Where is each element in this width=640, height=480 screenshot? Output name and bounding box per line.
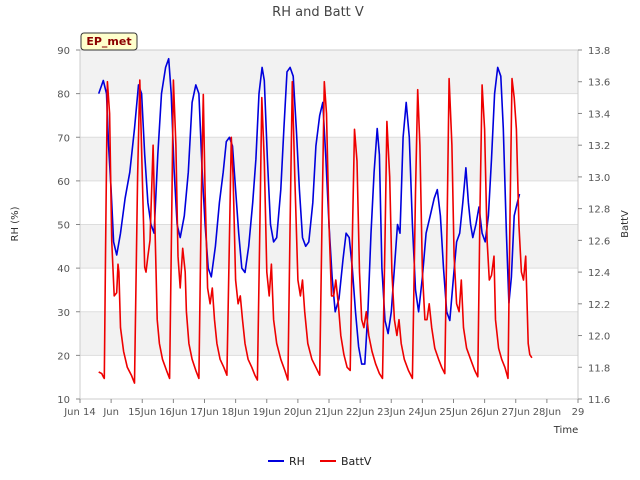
legend: RH BattV: [268, 455, 372, 468]
x-axis-ticks: Jun 14 Jun 15Jun 16Jun 17Jun 18Jun 19Jun 20Jun 2…: [63, 399, 584, 418]
x-axis-label: Time: [553, 425, 578, 436]
series-lines: [97, 57, 533, 384]
x-tick-label: 26Jun: [470, 407, 498, 418]
y2-tick-label: 13.0: [588, 173, 610, 184]
x-tick-label: 16Jun: [159, 407, 187, 418]
x-tick-label: 22Jun: [346, 407, 374, 418]
chart-title: RH and Batt V: [272, 5, 364, 20]
y2-tick-label: 11.6: [588, 395, 610, 406]
y2-tick-label: 12.2: [588, 300, 610, 311]
y2-tick-label: 13.8: [588, 46, 610, 57]
y-tick-label: 80: [57, 90, 70, 101]
y2-tick-label: 12.4: [588, 268, 610, 279]
y-axis-label: RH (%): [10, 206, 21, 241]
x-tick-label: 17Jun: [190, 407, 218, 418]
x-tick-label: Jun: [102, 407, 119, 418]
y2-tick-label: 13.4: [588, 109, 610, 120]
y-tick-label: 20: [57, 351, 70, 362]
x-tick-label: 29: [572, 407, 585, 418]
series-line-rh: [97, 57, 521, 365]
y-tick-label: 30: [57, 308, 70, 319]
y-tick-label: 40: [57, 264, 70, 275]
x-tick-label: 19Jun: [253, 407, 281, 418]
y2-tick-label: 13.2: [588, 141, 610, 152]
legend-rh-label: RH: [289, 455, 305, 468]
y-tick-label: 10: [57, 395, 70, 406]
y-tick-label: 90: [57, 46, 70, 57]
y-tick-label: 70: [57, 133, 70, 144]
y2-axis-ticks: 11.6 11.8 12.0 12.2 12.4 12.6 12.8 13.0 13.2 13.4…: [578, 46, 610, 406]
band: [80, 137, 578, 181]
band: [80, 268, 578, 312]
x-tick-label: 15Jun: [128, 407, 156, 418]
band: [80, 311, 578, 356]
y2-tick-label: 12.6: [588, 236, 610, 247]
x-tick-label: 24Jun: [408, 407, 436, 418]
x-tick-label: 20Jun: [284, 407, 312, 418]
y2-tick-label: 12.0: [588, 332, 610, 343]
x-tick-label: 27Jun: [502, 407, 530, 418]
x-tick-label: 25Jun: [439, 407, 467, 418]
y2-tick-label: 13.6: [588, 78, 610, 89]
y-axis-ticks: 10 20 30 40 50 60 70 80 90: [57, 46, 80, 406]
x-tick-label: Jun 14: [63, 407, 96, 418]
y-tick-label: 50: [57, 221, 70, 232]
y2-tick-label: 11.8: [588, 363, 610, 374]
x-tick-label: 18Jun: [221, 407, 249, 418]
site-badge: EP_met: [80, 32, 138, 51]
x-tick-label: 23Jun: [377, 407, 405, 418]
site-badge-text: EP_met: [86, 35, 131, 48]
y-tick-label: 60: [57, 177, 70, 188]
legend-battv-label: BattV: [341, 455, 372, 468]
series-line-battv: [98, 77, 533, 384]
y2-tick-label: 12.8: [588, 205, 610, 216]
x-tick-label: 28Jun: [533, 407, 561, 418]
band: [80, 50, 578, 94]
x-tick-label: 21Jun: [315, 407, 343, 418]
y2-axis-label: BattV: [620, 210, 631, 238]
